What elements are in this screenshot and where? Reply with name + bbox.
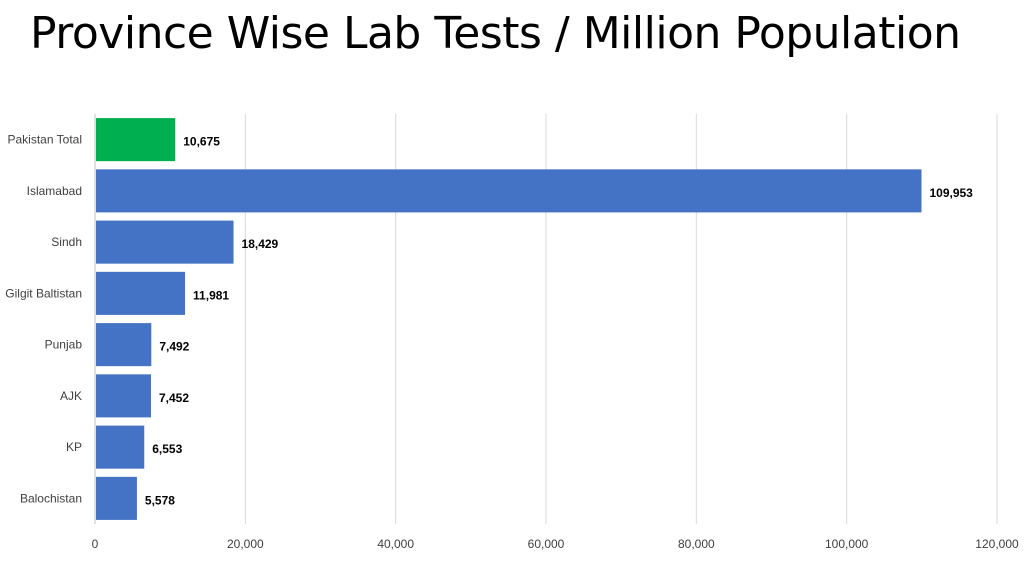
category-labels: Pakistan Total Islamabad Sindh Gilgit Balti… <box>5 133 82 506</box>
data-label-kp: 6,553 <box>152 442 182 456</box>
bar-sindh <box>96 220 234 264</box>
category-label-islamabad: Islamabad <box>27 184 82 198</box>
x-tick-label: 120,000 <box>975 537 1019 551</box>
data-label-punjab: 7,492 <box>159 340 189 354</box>
category-label-kp: KP <box>66 440 82 454</box>
bar-punjab <box>96 323 152 367</box>
bars <box>96 118 922 520</box>
data-label-ajk: 7,452 <box>159 391 189 405</box>
category-label-pakistan-total: Pakistan Total <box>8 133 83 147</box>
x-axis-tick-labels: 0 20,000 40,000 60,000 80,000 100,000 120,000 <box>92 537 1019 551</box>
category-label-balochistan: Balochistan <box>20 491 82 505</box>
bar-ajk <box>96 374 152 418</box>
bar-balochistan <box>96 476 137 520</box>
data-label-sindh: 18,429 <box>242 237 279 251</box>
x-tick-label: 60,000 <box>528 537 565 551</box>
x-tick-label: 80,000 <box>678 537 715 551</box>
x-tick-label: 0 <box>92 537 99 551</box>
x-tick-label: 40,000 <box>377 537 414 551</box>
data-label-balochistan: 5,578 <box>145 493 175 507</box>
data-label-islamabad: 109,953 <box>929 186 973 200</box>
x-tick-label: 20,000 <box>227 537 264 551</box>
bar-gilgit-baltistan <box>96 271 186 315</box>
category-label-punjab: Punjab <box>45 338 83 352</box>
chart-title: Province Wise Lab Tests / Million Popula… <box>30 8 961 59</box>
bar-islamabad <box>96 169 922 213</box>
data-labels: 10,675 109,953 18,429 11,981 7,492 7,452 6,553… <box>145 135 973 508</box>
data-label-gilgit-baltistan: 11,981 <box>193 288 229 302</box>
category-label-sindh: Sindh <box>51 235 82 249</box>
category-label-ajk: AJK <box>60 389 82 403</box>
data-label-pakistan-total: 10,675 <box>183 135 220 149</box>
bar-pakistan-total <box>96 118 176 162</box>
x-tick-label: 100,000 <box>825 537 869 551</box>
bar-kp <box>96 425 145 469</box>
category-label-gilgit-baltistan: Gilgit Baltistan <box>5 286 82 300</box>
